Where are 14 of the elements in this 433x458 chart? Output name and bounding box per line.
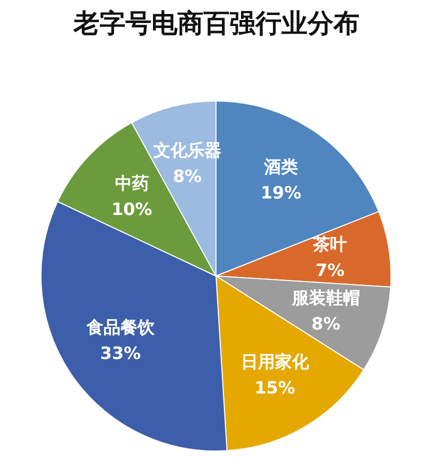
slice-label: 食品餐饮 bbox=[85, 318, 156, 338]
data-label: 8% bbox=[311, 314, 340, 335]
data-label: 7% bbox=[316, 260, 345, 281]
slice-label: 中药 bbox=[114, 174, 149, 194]
data-label: 15% bbox=[254, 378, 296, 398]
slice-label: 服装鞋帽 bbox=[290, 288, 360, 309]
slice-label: 茶叶 bbox=[312, 234, 348, 255]
data-label: 10% bbox=[111, 200, 152, 220]
chart-title: 老字号电商百强行业分布 bbox=[72, 9, 360, 39]
data-label: 33% bbox=[100, 344, 141, 364]
data-label: 8% bbox=[172, 167, 202, 188]
data-label: 19% bbox=[260, 183, 302, 204]
slice-label: 日用家化 bbox=[240, 352, 310, 372]
slice-label: 酒类 bbox=[262, 157, 298, 178]
